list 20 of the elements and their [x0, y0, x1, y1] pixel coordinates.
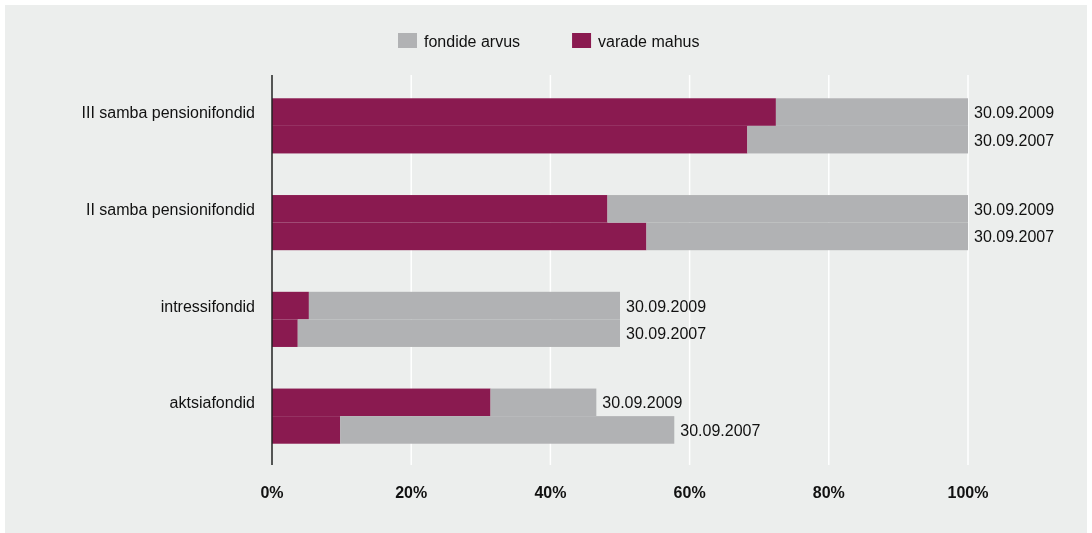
x-tick-label: 40% [534, 484, 567, 501]
data-label: 30.09.2007 [626, 325, 707, 343]
data-label: 30.09.2007 [680, 421, 761, 439]
data-label: 30.09.2009 [602, 394, 683, 412]
data-label: 30.09.2009 [626, 297, 707, 315]
data-label: 30.09.2009 [974, 200, 1055, 218]
x-tick-label: 100% [947, 484, 989, 501]
x-tick-label: 60% [673, 484, 706, 501]
data-label: 30.09.2007 [974, 228, 1055, 246]
y-tick-label: III samba pensionifondid [81, 104, 255, 122]
legend-label: fondide arvus [424, 33, 521, 50]
x-tick-label: 80% [812, 484, 845, 501]
y-tick-label: II samba pensionifondid [86, 200, 255, 218]
data-label: 30.09.2009 [974, 104, 1055, 122]
x-tick-label: 0% [260, 484, 284, 501]
x-tick-label: 20% [395, 484, 428, 501]
legend-label: varade mahus [598, 33, 700, 50]
y-tick-label: intressifondid [160, 297, 255, 315]
data-label: 30.09.2007 [974, 131, 1055, 149]
y-tick-label: aktsiafondid [169, 394, 255, 412]
